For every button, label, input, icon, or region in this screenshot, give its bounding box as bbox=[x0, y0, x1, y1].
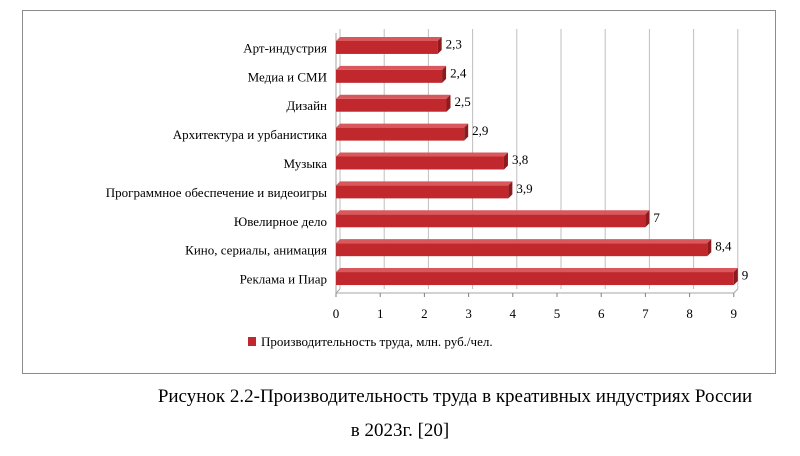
bar bbox=[336, 69, 443, 83]
data-label: 9 bbox=[742, 268, 749, 283]
bar-end bbox=[442, 65, 447, 83]
bar-top bbox=[336, 181, 513, 186]
x-tick-label: 2 bbox=[421, 306, 428, 321]
data-label: 2,9 bbox=[472, 123, 488, 138]
bar-end bbox=[446, 94, 451, 112]
data-label: 8,4 bbox=[715, 239, 732, 254]
category-label: Дизайн bbox=[286, 98, 327, 113]
bar bbox=[336, 185, 509, 199]
bar-end bbox=[508, 181, 513, 199]
bar-top bbox=[336, 268, 738, 273]
category-label: Арт-индустрия bbox=[243, 40, 327, 55]
bar-top bbox=[336, 210, 650, 215]
bar-top bbox=[336, 123, 469, 128]
x-tick-label: 6 bbox=[598, 306, 605, 321]
x-tick-label: 4 bbox=[510, 306, 517, 321]
legend-swatch bbox=[248, 337, 256, 346]
x-tick-label: 8 bbox=[686, 306, 693, 321]
floor-edge bbox=[733, 288, 739, 294]
category-label: Архитектура и урбанистика bbox=[173, 127, 328, 142]
figure-caption: Рисунок 2.2-Производительность труда в к… bbox=[0, 380, 800, 448]
bar bbox=[336, 272, 734, 286]
x-tick-label: 3 bbox=[465, 306, 472, 321]
x-tick-label: 0 bbox=[333, 306, 340, 321]
category-label: Медиа и СМИ bbox=[248, 69, 327, 84]
data-label: 3,9 bbox=[516, 181, 532, 196]
bar-end bbox=[464, 123, 469, 141]
bar-end bbox=[733, 268, 738, 286]
bar-top bbox=[336, 152, 508, 157]
bar bbox=[336, 214, 646, 228]
chart-frame: 0 1 2 3 4 5 6 7 8 9 Арт-индустрия 2,3 Медиа и СМИ 2,4… bbox=[22, 10, 776, 374]
bar-chart: 0 1 2 3 4 5 6 7 8 9 Арт-индустрия 2,3 Медиа и СМИ 2,4… bbox=[106, 29, 749, 349]
caption-line-1: Рисунок 2.2-Производительность труда в к… bbox=[157, 386, 753, 407]
bar bbox=[336, 243, 708, 257]
data-label: 3,8 bbox=[512, 152, 528, 167]
legend-label: Производительность труда, млн. руб./чел. bbox=[261, 334, 493, 349]
data-label: 7 bbox=[653, 210, 660, 225]
category-label: Реклама и Пиар bbox=[240, 272, 327, 287]
x-tick-label: 7 bbox=[642, 306, 649, 321]
data-label: 2,4 bbox=[450, 65, 467, 80]
bar bbox=[336, 127, 465, 141]
bar bbox=[336, 156, 504, 170]
x-tick-label: 9 bbox=[731, 306, 738, 321]
x-tick-label: 1 bbox=[377, 306, 384, 321]
bar-end bbox=[645, 210, 650, 228]
category-label: Ювелирное дело bbox=[234, 214, 327, 229]
category-label: Музыка bbox=[284, 156, 328, 171]
caption-line-2: в 2023г. [20] bbox=[350, 420, 450, 441]
bar-top bbox=[336, 36, 442, 41]
floor-edge bbox=[335, 288, 341, 294]
bar bbox=[336, 98, 447, 112]
bar bbox=[336, 40, 438, 54]
category-label: Программное обеспечение и видеоигры bbox=[106, 185, 328, 200]
bar-end bbox=[707, 239, 712, 257]
bar-end bbox=[437, 36, 442, 54]
bar-end bbox=[503, 152, 508, 170]
bar-top bbox=[336, 239, 712, 244]
bar-top bbox=[336, 65, 447, 70]
x-tick-label: 5 bbox=[554, 306, 561, 321]
data-label: 2,5 bbox=[455, 94, 471, 109]
category-label: Кино, сериалы, анимация bbox=[185, 243, 327, 258]
data-label: 2,3 bbox=[446, 36, 462, 51]
bar-top bbox=[336, 94, 451, 99]
